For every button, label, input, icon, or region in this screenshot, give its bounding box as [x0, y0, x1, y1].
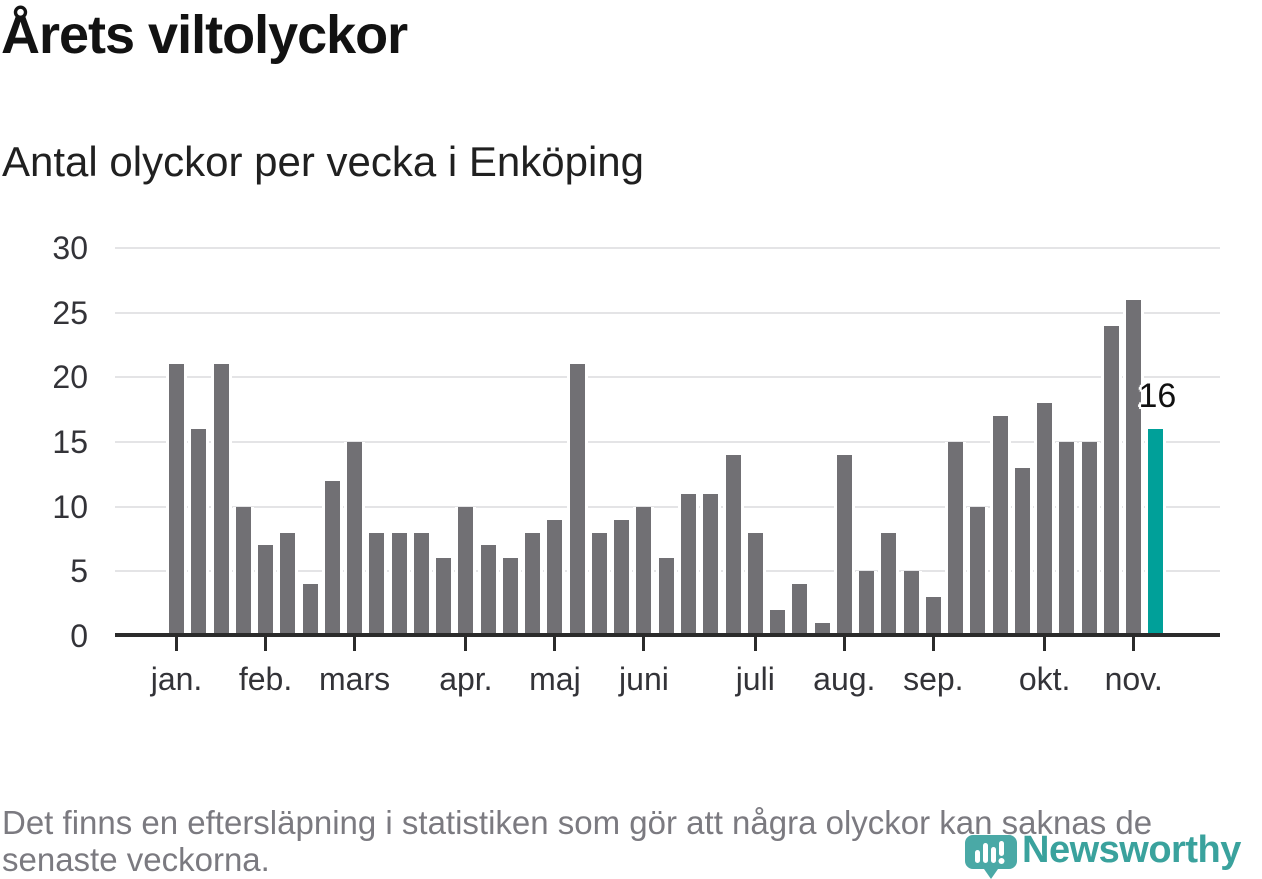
y-axis-label-10: 10	[52, 488, 88, 525]
y-axis-label-25: 25	[52, 294, 88, 331]
bar-week-21	[611, 519, 633, 637]
footer-note: Det finns en eftersläpning i statistiken…	[2, 804, 1242, 878]
month-label-juni: juni	[619, 661, 669, 697]
month-tick-juli	[753, 637, 757, 651]
gridline-y-15	[115, 441, 1220, 443]
bar-week-37	[967, 506, 989, 637]
bar-week-39	[1011, 467, 1033, 637]
y-axis-label-15: 15	[52, 424, 88, 460]
gridline-y-25	[115, 311, 1220, 314]
month-label-mars: mars	[319, 661, 391, 697]
bar-week-8	[321, 480, 343, 637]
bar-week-22	[633, 506, 655, 637]
month-label-jan: jan.	[150, 661, 203, 697]
bar-week-34	[900, 571, 922, 637]
bar-week-6	[277, 532, 299, 637]
bar-week-16	[499, 558, 521, 637]
month-label-maj: maj	[529, 661, 581, 697]
month-tick-sep	[931, 637, 935, 651]
bar-week-45-highlight	[1145, 429, 1167, 637]
bar-week-23	[655, 558, 677, 637]
chart-subtitle: Antal olyckor per vecka i Enköping	[2, 138, 644, 185]
bar-week-44	[1123, 299, 1145, 637]
gridline-y-30	[115, 247, 1220, 249]
y-axis-label-30: 30	[52, 230, 88, 266]
month-label-juli: juli	[735, 661, 775, 697]
footer-note-line-1: Det finns en eftersläpning i statistiken…	[2, 804, 1153, 841]
last-value-label: 16	[1138, 377, 1177, 416]
bar-week-28	[767, 610, 789, 637]
bar-week-13	[433, 558, 455, 637]
bar-week-32	[856, 571, 878, 637]
bar-week-43	[1100, 325, 1122, 637]
month-label-nov: nov.	[1104, 661, 1163, 697]
bar-week-29	[789, 584, 811, 637]
month-tick-feb	[264, 637, 268, 651]
bar-week-27	[744, 532, 766, 637]
page-title: Årets viltolyckor	[1, 5, 408, 65]
newsworthy-logo-text: Newsworthy	[1022, 829, 1241, 871]
bar-week-10	[366, 532, 388, 637]
bar-week-18	[544, 519, 566, 637]
bar-week-31	[833, 454, 855, 637]
bar-week-19	[566, 364, 588, 637]
bar-week-42	[1078, 442, 1100, 637]
bar-week-17	[522, 532, 544, 637]
month-label-sep: sep.	[903, 661, 964, 697]
x-axis-line	[115, 633, 1220, 637]
y-axis-label-20: 20	[52, 359, 88, 396]
bar-week-33	[878, 532, 900, 637]
month-tick-jan	[175, 637, 178, 651]
month-tick-okt	[1043, 637, 1047, 651]
bar-week-5	[255, 545, 277, 637]
gridline-y-10	[115, 505, 1220, 508]
bar-week-25	[700, 493, 722, 637]
month-tick-apr	[464, 637, 468, 651]
y-axis-label-5: 5	[70, 553, 88, 590]
bar-week-7	[299, 584, 321, 637]
bar-week-12	[410, 532, 432, 637]
month-label-feb: feb.	[238, 661, 293, 697]
y-axis-label-0: 0	[70, 618, 88, 654]
footer-note-line-2: senaste veckorna.	[2, 841, 270, 878]
month-tick-nov	[1132, 637, 1136, 651]
bar-week-41	[1056, 442, 1078, 637]
newsworthy-icon	[964, 834, 1018, 879]
bar-week-14	[455, 506, 477, 637]
gridline-y-20	[115, 376, 1220, 379]
month-tick-maj	[553, 637, 557, 651]
bar-week-26	[722, 454, 744, 637]
month-label-okt: okt.	[1018, 661, 1071, 697]
bar-week-2	[188, 429, 210, 637]
bar-week-1	[166, 364, 187, 637]
bar-week-3	[210, 364, 232, 637]
bar-week-36	[945, 442, 967, 637]
bar-week-15	[477, 545, 499, 637]
bar-week-4	[232, 506, 254, 637]
bar-week-20	[588, 532, 610, 637]
bar-week-11	[388, 532, 410, 637]
bar-week-24	[677, 493, 699, 637]
month-label-apr: apr.	[439, 661, 493, 697]
month-label-aug: aug.	[813, 661, 876, 697]
bar-week-38	[989, 416, 1011, 637]
month-tick-juni	[642, 637, 646, 651]
month-tick-mars	[353, 637, 357, 651]
bar-week-35	[922, 597, 944, 637]
bar-week-40	[1034, 403, 1056, 637]
month-tick-aug	[842, 637, 846, 651]
bar-week-9	[344, 442, 366, 637]
